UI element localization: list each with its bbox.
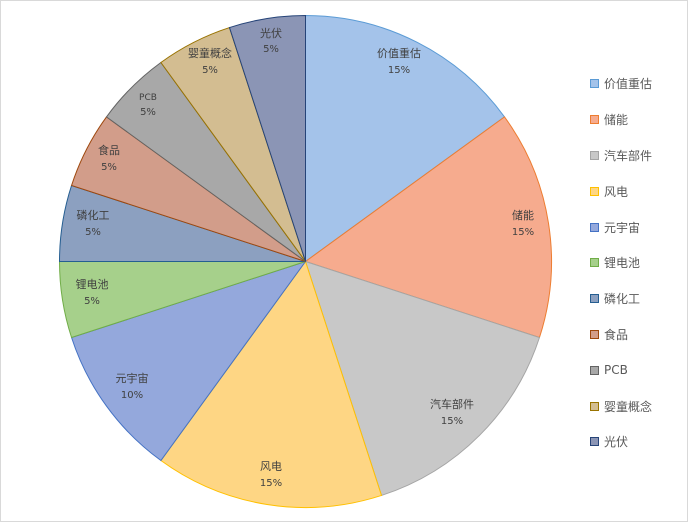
slice-percent-label: 15%	[388, 65, 410, 76]
legend-item: PCB	[590, 352, 652, 388]
legend-label: 婴童概念	[604, 399, 653, 414]
legend-swatch	[590, 329, 599, 339]
legend-label: 光伏	[604, 435, 629, 450]
pie-slice	[160, 260, 383, 508]
slice-label: 元宇宙	[116, 371, 149, 385]
legend-label: 储能	[604, 113, 629, 128]
slice-percent-label: 5%	[85, 227, 101, 238]
slice-label: 储能	[512, 208, 534, 222]
legend: 价值重估储能汽车部件风电元宇宙锂电池磷化工食品 PCB 婴童概念光伏	[590, 66, 652, 460]
slice-label: 食品	[98, 143, 120, 157]
pie-slice	[228, 14, 306, 262]
legend-label: 风电	[604, 184, 629, 199]
slice-percent-label: 5%	[84, 296, 100, 307]
legend-swatch	[590, 294, 599, 304]
pie-slice	[304, 116, 552, 339]
legend-swatch	[590, 150, 599, 160]
legend-swatch	[590, 222, 599, 232]
legend-item: 汽车部件	[590, 138, 652, 174]
legend-swatch	[590, 365, 599, 375]
slice-label: 风电	[260, 460, 282, 473]
legend-item: 光伏	[590, 424, 652, 460]
slice-percent-label: 5%	[140, 107, 156, 118]
legend-label: 磷化工	[604, 292, 641, 307]
legend-item: 元宇宙	[590, 209, 652, 245]
legend-item: 磷化工	[590, 281, 652, 317]
legend-item: 婴童概念	[590, 388, 652, 424]
legend-item: 储能	[590, 102, 652, 138]
legend-label: 元宇宙	[604, 220, 641, 235]
slice-label: 汽车部件	[430, 397, 474, 411]
legend-label: 汽车部件	[604, 148, 653, 163]
slice-percent-label: 15%	[512, 227, 534, 238]
legend-swatch	[590, 258, 599, 268]
slice-label: 价值重估	[377, 46, 421, 60]
pie-slice	[304, 260, 541, 497]
slice-label: 婴童概念	[188, 46, 232, 60]
legend-label: PCB	[604, 363, 628, 378]
slice-percent-label: 5%	[202, 65, 218, 76]
slice-percent-label: 15%	[260, 478, 282, 489]
slice-label: 锂电池	[76, 277, 109, 291]
legend-label: 锂电池	[604, 256, 641, 271]
legend-swatch	[590, 115, 599, 125]
legend-item: 价值重估	[590, 66, 652, 102]
pie-slice	[70, 260, 307, 462]
slice-label: 光伏	[260, 26, 282, 40]
legend-item: 风电	[590, 173, 652, 209]
legend-swatch	[590, 401, 599, 411]
slice-label: 磷化工	[77, 208, 110, 222]
slice-percent-label: 5%	[101, 162, 117, 173]
slice-percent-label: 5%	[263, 44, 279, 55]
legend-swatch	[590, 186, 599, 196]
slice-percent-label: 10%	[121, 390, 143, 401]
legend-item: 食品	[590, 317, 652, 353]
legend-swatch	[590, 437, 599, 447]
legend-swatch	[590, 79, 599, 89]
legend-label: 价值重估	[604, 77, 653, 92]
pie-slice	[305, 14, 506, 263]
slice-percent-label: 15%	[441, 416, 463, 427]
legend-item: 锂电池	[590, 245, 652, 281]
slice-label: PCB	[139, 93, 157, 103]
legend-label: 食品	[604, 327, 629, 342]
